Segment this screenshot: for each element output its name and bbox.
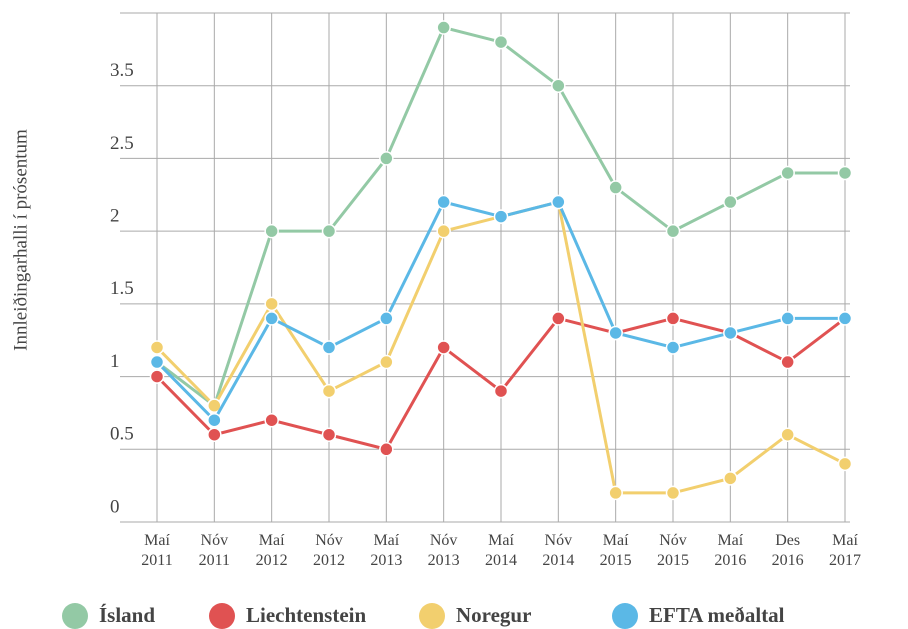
point <box>379 354 394 370</box>
point <box>379 442 394 457</box>
x-tick-label: Nóv 2013 <box>427 532 460 569</box>
x-tick-label: Maí 2011 <box>141 532 173 569</box>
x-tick-label: Maí 2016 <box>714 532 747 569</box>
legend-swatch <box>209 603 235 629</box>
point <box>780 427 795 442</box>
x-tick-label: Maí 2014 <box>485 532 517 569</box>
point <box>436 340 451 355</box>
point <box>321 427 337 442</box>
point <box>149 354 165 370</box>
point <box>780 354 795 370</box>
point <box>723 194 738 210</box>
point <box>493 209 509 224</box>
y-tick-label: 0.5 <box>110 424 134 445</box>
point <box>837 456 853 472</box>
point <box>436 223 451 239</box>
point <box>665 223 681 239</box>
point <box>321 223 337 239</box>
legend-swatch <box>62 603 88 629</box>
x-tick-label: Maí 2015 <box>599 532 632 569</box>
point <box>149 340 165 355</box>
point <box>321 340 337 355</box>
point <box>608 485 623 501</box>
legend-swatch <box>419 603 445 629</box>
legend-label: EFTA meðaltal <box>649 603 785 627</box>
point <box>608 325 623 341</box>
point <box>551 194 566 210</box>
point <box>665 340 681 355</box>
point <box>264 311 279 326</box>
y-tick-label: 2 <box>110 206 120 227</box>
point <box>321 383 337 399</box>
y-tick-label: 0 <box>110 496 120 517</box>
point <box>665 485 681 501</box>
point <box>436 194 451 210</box>
point <box>837 165 853 181</box>
x-tick-label: Maí 2012 <box>255 532 288 569</box>
point <box>723 325 738 341</box>
point <box>780 311 795 326</box>
point <box>665 311 681 326</box>
x-tick-label: Maí 2017 <box>829 532 861 569</box>
point <box>436 20 451 35</box>
point <box>780 165 795 181</box>
point <box>723 471 738 486</box>
x-tick-label: Maí 2013 <box>370 532 403 569</box>
x-tick-label: Des 2016 <box>771 532 804 569</box>
point <box>837 311 853 326</box>
legend-label: Ísland <box>99 603 155 627</box>
point <box>264 412 279 428</box>
x-tick-label: Nóv 2012 <box>313 532 345 569</box>
y-tick-label: 1 <box>110 351 120 372</box>
legend-label: Noregur <box>456 603 531 627</box>
point <box>493 383 509 399</box>
point <box>493 34 509 50</box>
x-tick-label: Nóv 2011 <box>198 532 231 569</box>
point <box>207 412 222 428</box>
legend-label: Liechtenstein <box>246 603 366 627</box>
point <box>551 78 566 93</box>
point <box>264 223 279 239</box>
y-tick-label: 2.5 <box>110 133 134 154</box>
point <box>379 311 394 326</box>
point <box>551 311 566 326</box>
point <box>149 369 165 384</box>
point <box>207 427 222 442</box>
point <box>608 180 623 195</box>
x-tick-label: Nóv 2015 <box>657 532 689 569</box>
y-axis-label: Innleiðingarhalli í prósentum <box>10 129 31 351</box>
y-tick-label: 3.5 <box>110 60 134 81</box>
legend-swatch <box>612 603 638 629</box>
point <box>264 296 279 312</box>
point <box>379 151 394 166</box>
y-tick-label: 1.5 <box>110 278 134 299</box>
x-tick-label: Nóv 2014 <box>542 532 575 569</box>
